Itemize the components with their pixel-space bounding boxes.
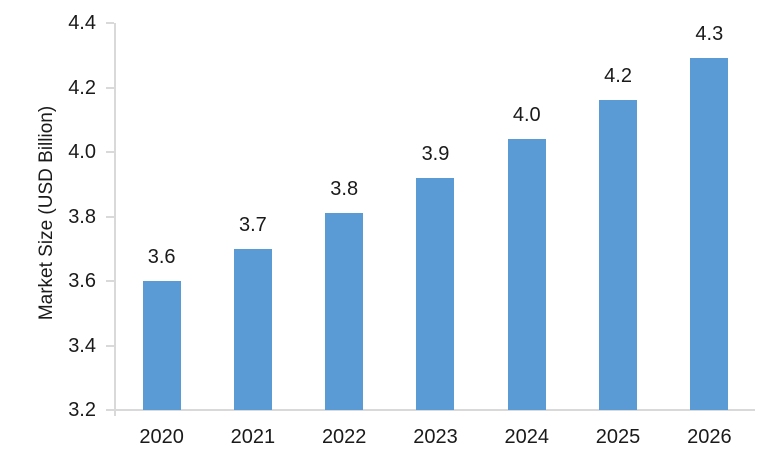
value-label-2021: 3.7 (239, 213, 267, 236)
bar-group-2023: 3.9 2023 (390, 23, 481, 448)
y-axis-tick (106, 280, 114, 282)
bar-group-2024: 4.0 2024 (481, 23, 572, 448)
x-axis-label-2020: 2020 (139, 426, 184, 448)
value-label-2026: 4.3 (695, 23, 724, 46)
x-axis-label-2026: 2026 (687, 426, 732, 448)
y-axis-tick (106, 86, 114, 89)
value-label-2023: 3.9 (421, 142, 450, 165)
x-axis-label-2025: 2025 (595, 426, 641, 448)
x-axis-line (114, 409, 755, 411)
y-axis-tick-label: 3.6 (68, 270, 96, 292)
y-axis-tick-label: 3.8 (68, 205, 96, 228)
bar-2020 (142, 281, 181, 410)
y-axis-tick (106, 409, 114, 411)
x-axis-label-2022: 2022 (321, 426, 367, 448)
y-axis-tick (106, 344, 114, 347)
bar-2025 (599, 100, 638, 410)
y-axis-tick-label: 3.2 (68, 399, 96, 421)
x-axis-label-2024: 2024 (504, 426, 550, 448)
bar-2023 (416, 177, 455, 410)
value-label-2020: 3.6 (147, 246, 176, 268)
y-axis-tick (106, 151, 114, 153)
y-axis-tick (106, 22, 114, 24)
x-axis-label-2021: 2021 (230, 426, 276, 448)
value-label-2024: 4.0 (512, 104, 541, 127)
bar-2021 (233, 248, 272, 410)
y-axis-tick-label: 4.0 (68, 141, 96, 163)
bar-2024 (507, 139, 546, 410)
bar-group-2021: 3.7 2021 (207, 23, 298, 448)
y-axis-tick-label: 4.2 (68, 76, 96, 99)
value-label-2022: 3.8 (330, 178, 359, 201)
bar-group-2020: 3.6 2020 (116, 23, 207, 448)
bar-group-2025: 4.2 2025 (572, 23, 663, 448)
plot-area: 3.6 2020 3.7 2021 3.8 2022 3.9 2023 4.0 2024 4.2 20… (116, 23, 755, 448)
y-axis-line (114, 23, 116, 416)
value-label-2025: 4.2 (604, 65, 632, 88)
bar-2026 (690, 58, 729, 410)
y-axis-tick-label: 4.4 (68, 12, 96, 34)
y-axis-tick (106, 215, 114, 218)
bar-2022 (325, 213, 364, 410)
bar-group-2026: 4.3 2026 (664, 23, 755, 448)
y-axis-tick-label: 3.4 (68, 334, 96, 357)
bar-group-2022: 3.8 2022 (299, 23, 390, 448)
x-axis-label-2023: 2023 (413, 426, 458, 448)
